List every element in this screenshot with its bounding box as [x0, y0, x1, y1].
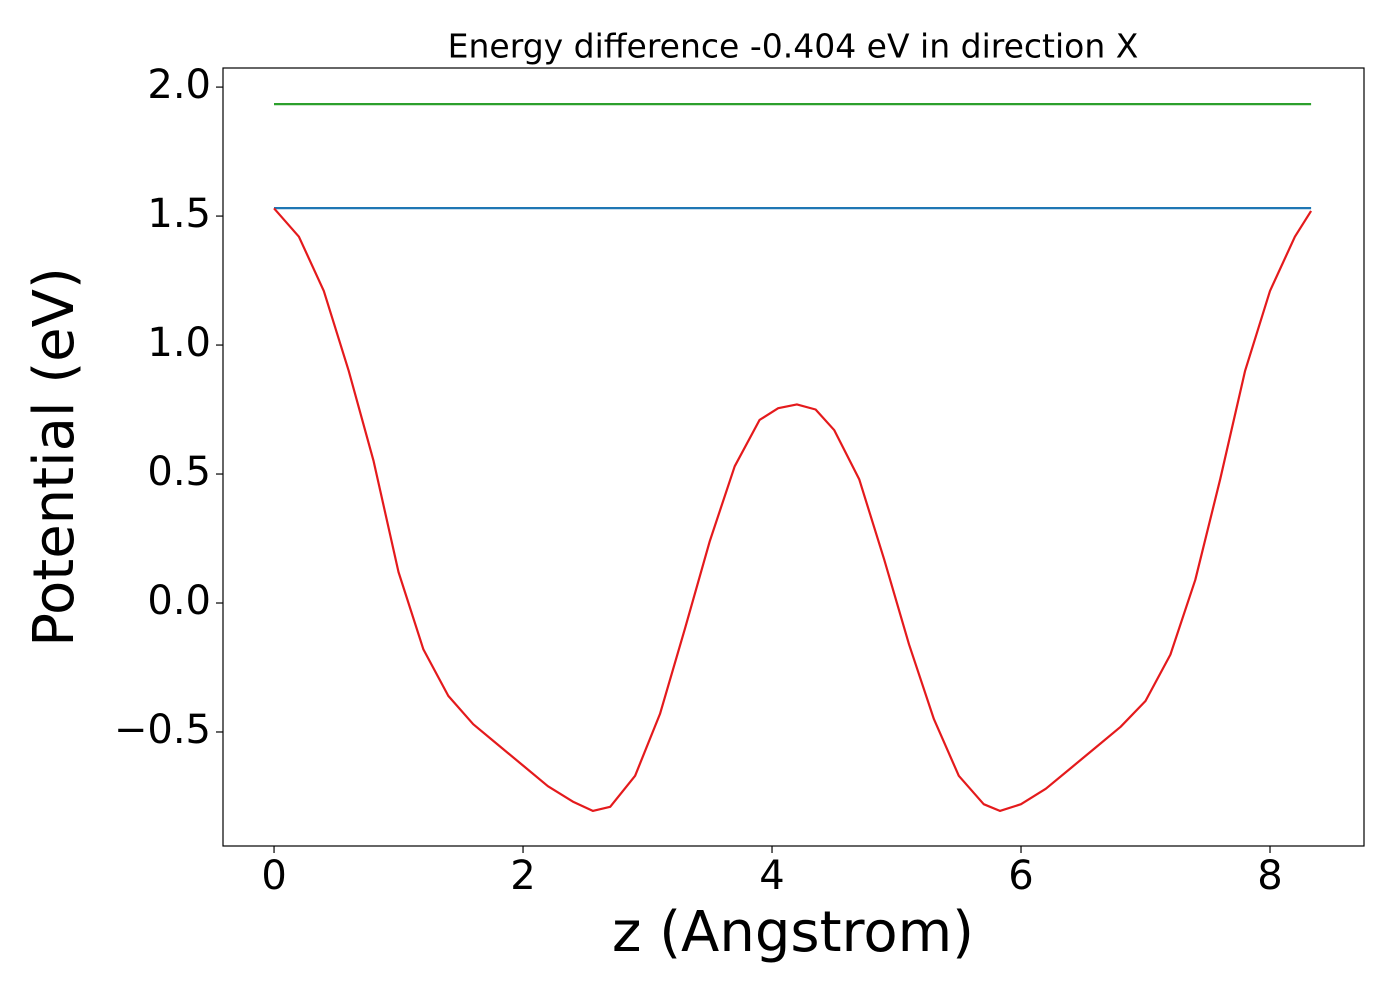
x-tick-label: 8	[1257, 853, 1282, 899]
x-tick-label: 6	[1008, 853, 1033, 899]
x-axis-label: z (Angstrom)	[612, 900, 974, 965]
y-tick-label: 0.0	[147, 578, 211, 624]
y-tick-label: 2.0	[147, 62, 211, 108]
x-tick-label: 0	[261, 853, 286, 899]
y-tick-label: 0.5	[147, 449, 211, 495]
y-tick-label: −0.5	[114, 707, 211, 753]
y-tick-label: 1.0	[147, 320, 211, 366]
chart-title: Energy difference -0.404 eV in direction…	[448, 27, 1139, 66]
plot-frame	[222, 67, 1365, 847]
x-tick-label: 4	[759, 853, 784, 899]
y-axis-label: Potential (eV)	[22, 267, 87, 647]
y-tick-label: 1.5	[147, 191, 211, 237]
x-tick-label: 2	[510, 853, 535, 899]
line-series	[273, 207, 1313, 813]
